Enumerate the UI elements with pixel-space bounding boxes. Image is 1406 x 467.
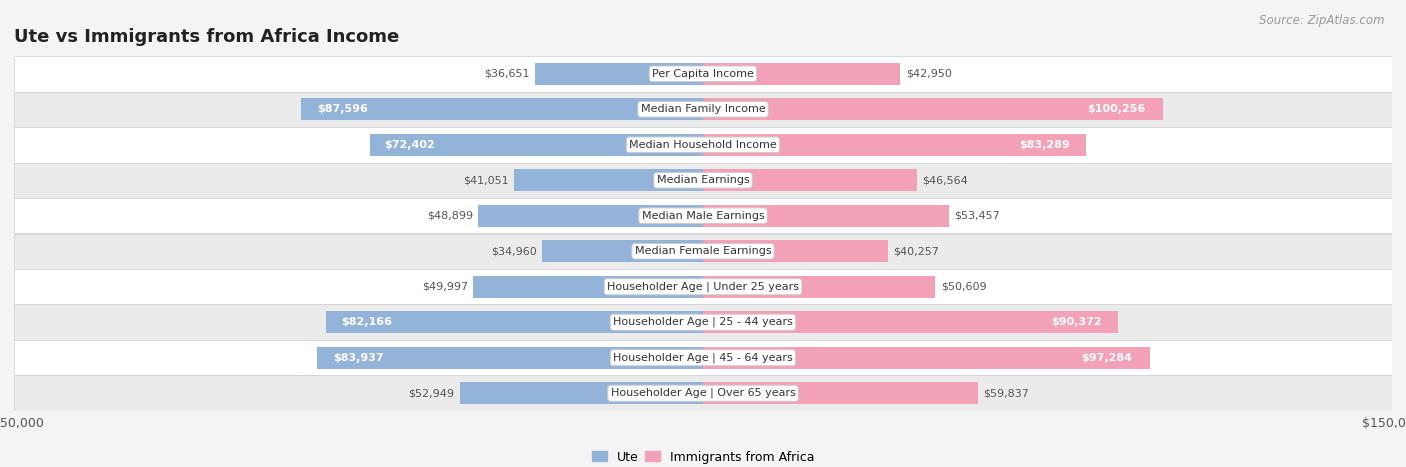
- Bar: [14, 304, 1392, 340]
- Bar: [703, 382, 977, 404]
- Text: Per Capita Income: Per Capita Income: [652, 69, 754, 79]
- Text: Median Female Earnings: Median Female Earnings: [634, 246, 772, 256]
- Bar: [370, 134, 703, 156]
- Text: $82,166: $82,166: [340, 317, 392, 327]
- Text: Householder Age | Over 65 years: Householder Age | Over 65 years: [610, 388, 796, 398]
- Bar: [703, 134, 1085, 156]
- Text: $97,284: $97,284: [1081, 353, 1132, 363]
- Text: $53,457: $53,457: [955, 211, 1000, 221]
- Text: Source: ZipAtlas.com: Source: ZipAtlas.com: [1260, 14, 1385, 27]
- Bar: [326, 311, 703, 333]
- Text: Median Household Income: Median Household Income: [628, 140, 778, 150]
- Text: $46,564: $46,564: [922, 175, 969, 185]
- Bar: [703, 205, 949, 227]
- Bar: [301, 98, 703, 120]
- Text: Householder Age | 25 - 44 years: Householder Age | 25 - 44 years: [613, 317, 793, 327]
- Text: $59,837: $59,837: [983, 388, 1029, 398]
- Bar: [703, 98, 1164, 120]
- Text: Median Male Earnings: Median Male Earnings: [641, 211, 765, 221]
- Bar: [543, 240, 703, 262]
- Text: $41,051: $41,051: [464, 175, 509, 185]
- Bar: [14, 375, 1392, 411]
- Bar: [14, 56, 1392, 92]
- Text: $83,289: $83,289: [1019, 140, 1070, 150]
- Bar: [14, 92, 1392, 127]
- Bar: [703, 276, 935, 298]
- Bar: [534, 63, 703, 85]
- Bar: [14, 198, 1392, 234]
- Text: Ute vs Immigrants from Africa Income: Ute vs Immigrants from Africa Income: [14, 28, 399, 46]
- Text: Householder Age | Under 25 years: Householder Age | Under 25 years: [607, 282, 799, 292]
- Bar: [460, 382, 703, 404]
- Text: Median Earnings: Median Earnings: [657, 175, 749, 185]
- Text: $72,402: $72,402: [384, 140, 434, 150]
- Text: Householder Age | 45 - 64 years: Householder Age | 45 - 64 years: [613, 353, 793, 363]
- Text: $87,596: $87,596: [316, 104, 367, 114]
- Text: $90,372: $90,372: [1050, 317, 1101, 327]
- Text: $34,960: $34,960: [491, 246, 537, 256]
- Bar: [14, 269, 1392, 304]
- Text: $50,609: $50,609: [941, 282, 987, 292]
- Bar: [703, 240, 889, 262]
- Bar: [515, 169, 703, 191]
- Text: $40,257: $40,257: [893, 246, 939, 256]
- Bar: [703, 347, 1150, 369]
- Bar: [703, 63, 900, 85]
- Bar: [14, 234, 1392, 269]
- Text: $48,899: $48,899: [427, 211, 472, 221]
- Legend: Ute, Immigrants from Africa: Ute, Immigrants from Africa: [586, 446, 820, 467]
- Text: $52,949: $52,949: [408, 388, 454, 398]
- Text: Median Family Income: Median Family Income: [641, 104, 765, 114]
- Bar: [14, 163, 1392, 198]
- Bar: [318, 347, 703, 369]
- Bar: [474, 276, 703, 298]
- Bar: [14, 127, 1392, 163]
- Text: $42,950: $42,950: [905, 69, 952, 79]
- Text: $36,651: $36,651: [484, 69, 529, 79]
- Text: $100,256: $100,256: [1087, 104, 1144, 114]
- Bar: [703, 169, 917, 191]
- Text: $49,997: $49,997: [422, 282, 468, 292]
- Bar: [14, 340, 1392, 375]
- Bar: [703, 311, 1118, 333]
- Text: $83,937: $83,937: [333, 353, 384, 363]
- Bar: [478, 205, 703, 227]
